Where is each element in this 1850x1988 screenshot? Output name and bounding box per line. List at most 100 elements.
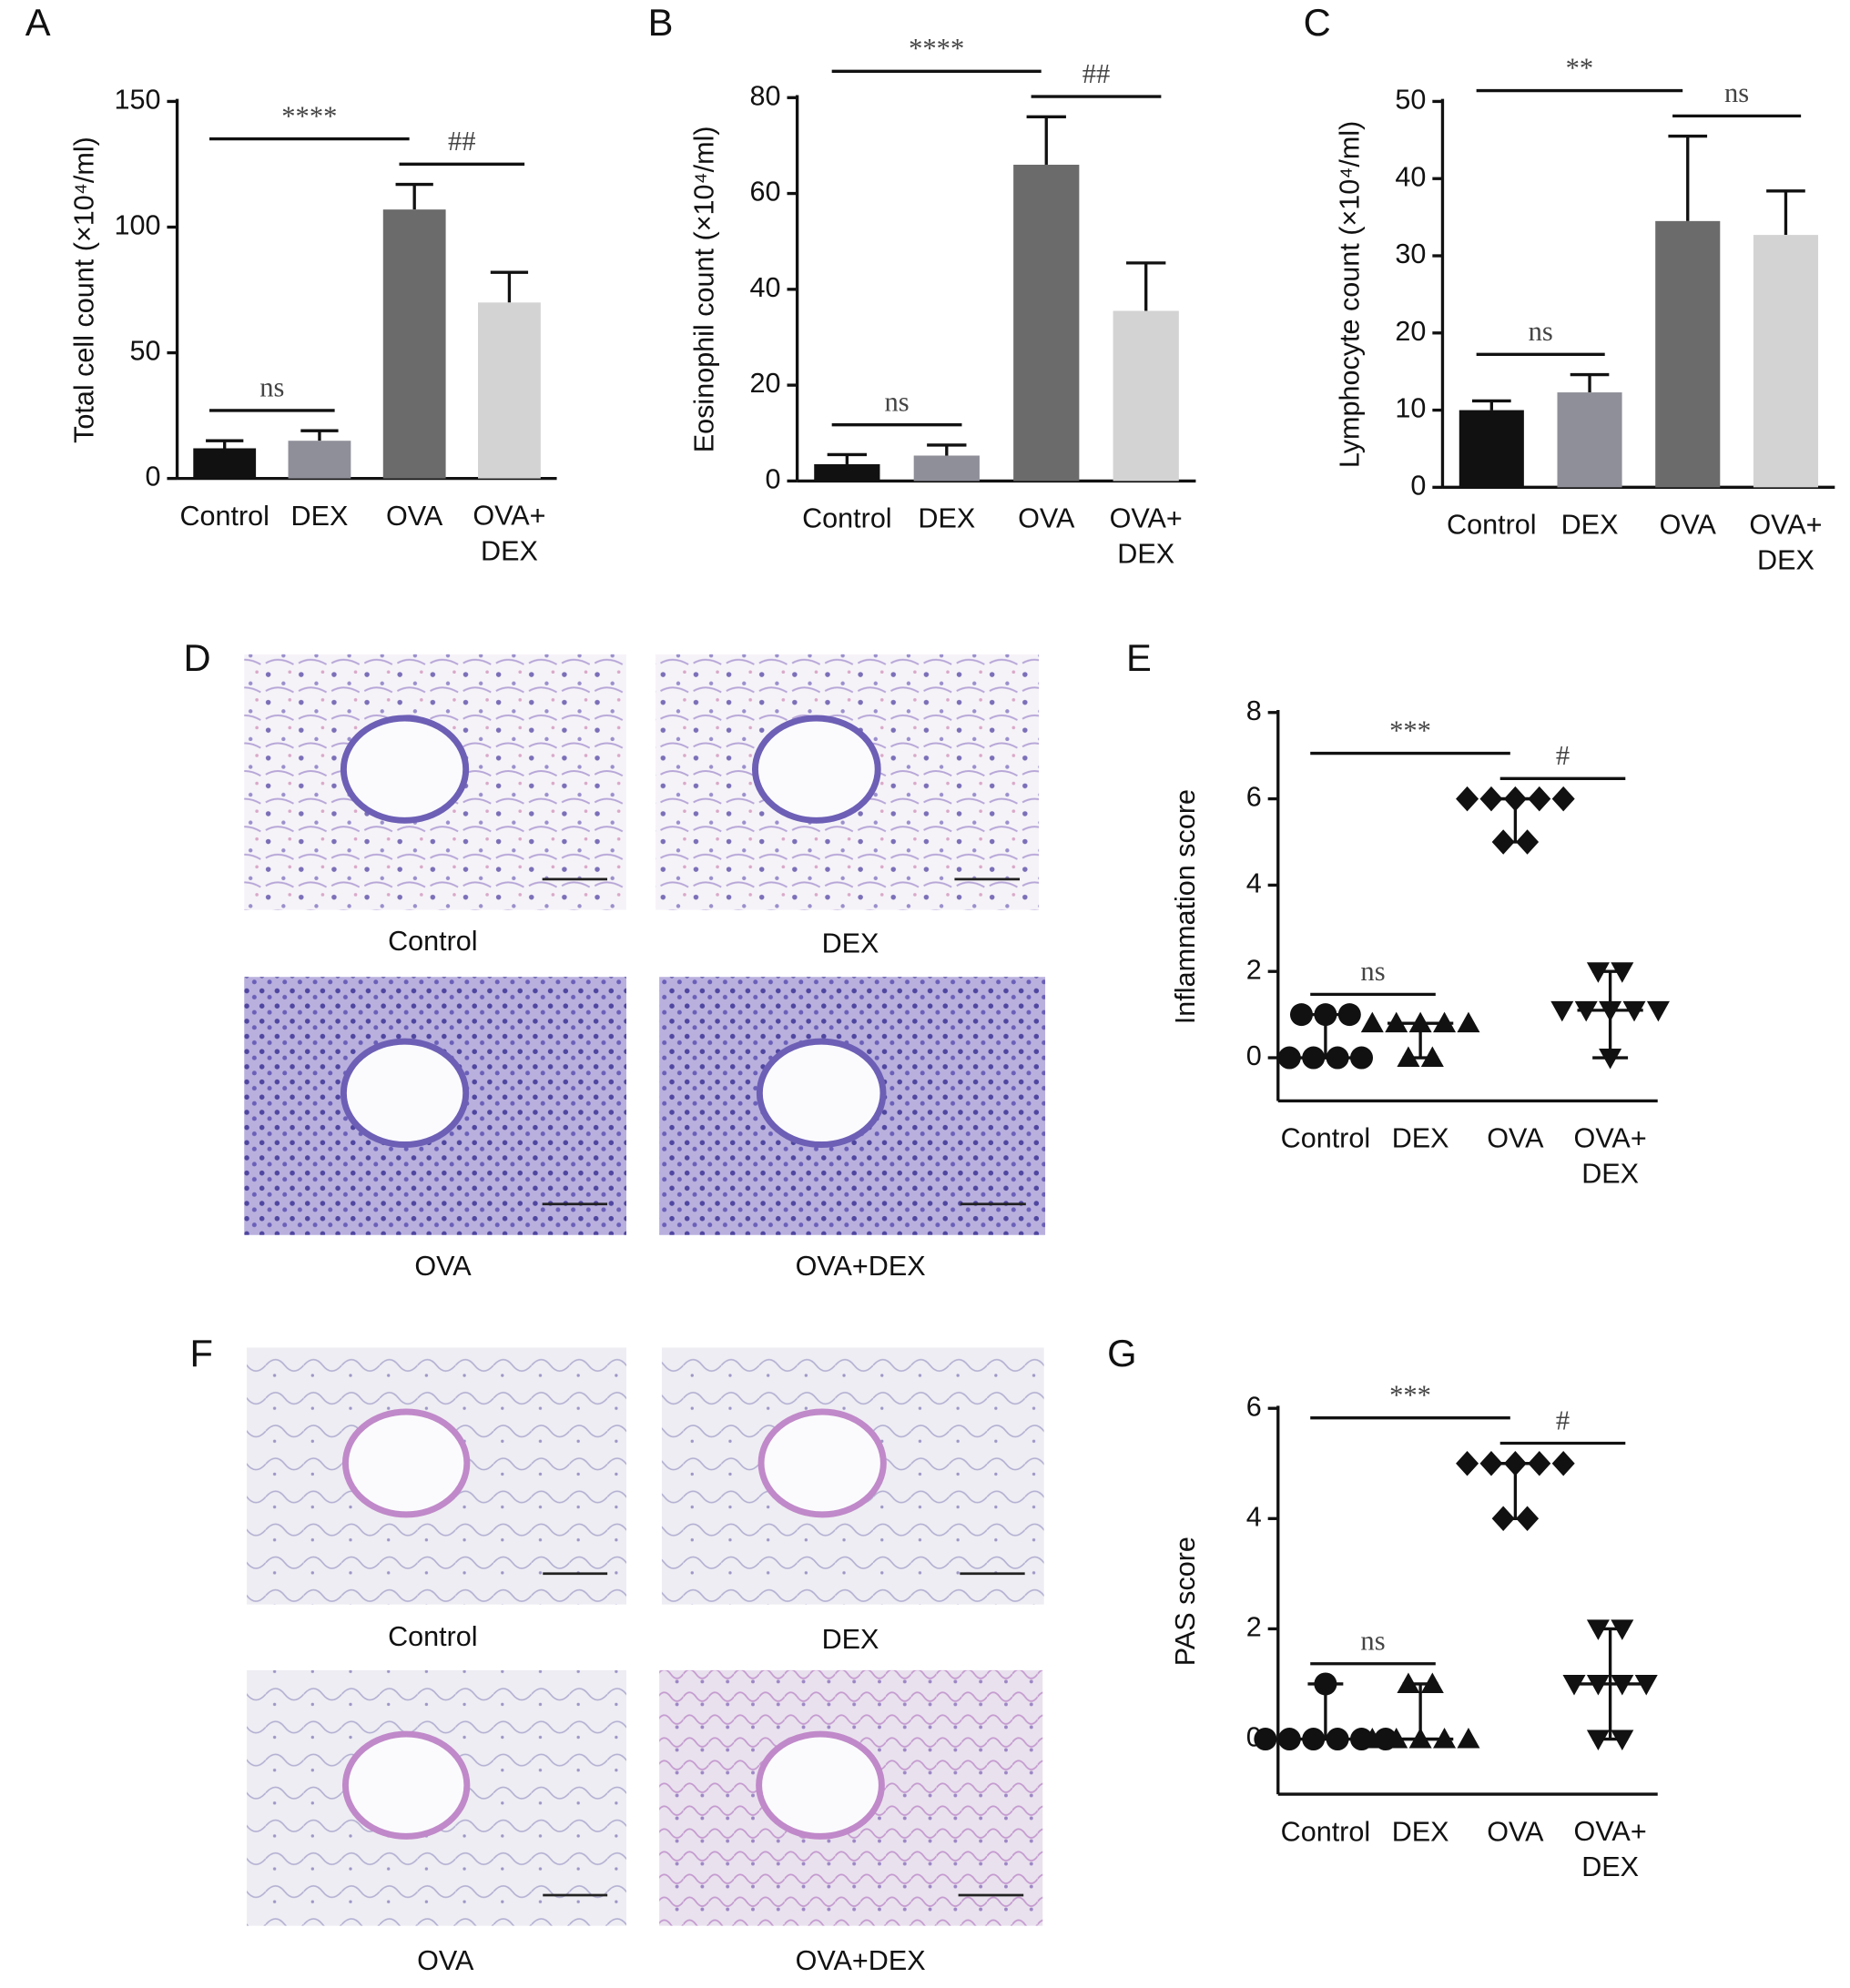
dot [1611,962,1634,983]
dot [1337,1003,1361,1027]
dot [1349,1046,1374,1070]
dot [1586,962,1610,983]
dot [1456,786,1479,812]
airway [340,715,470,824]
y-tick-label: 20 [1395,316,1426,347]
y-tick-label: 2 [1246,1611,1262,1642]
airway [341,1408,471,1518]
significance-label: # [1556,1405,1570,1435]
dot [1360,1011,1384,1033]
dot [1479,786,1503,812]
x-tick-label: OVA [1487,1123,1544,1154]
bar [1753,235,1819,488]
bar [1655,220,1721,488]
x-tick-label: Control [179,501,269,532]
image-caption: OVA+DEX [796,1945,926,1976]
dot [1491,1506,1515,1532]
y-tick-label: 30 [1395,238,1426,269]
significance-label: ## [1083,58,1111,89]
dot [1599,1000,1622,1022]
panel-letter: D [184,636,211,679]
x-tick-label: DEX [1561,510,1619,541]
dot [1611,1674,1634,1696]
dot [1551,786,1575,812]
chart: E Inflammation score 0 2 4 6 8 Control DEX OVA OVA… [1126,636,1658,1190]
dot [1646,1000,1670,1022]
bar [288,441,351,479]
y-tick-label: 20 [750,368,781,399]
x-tick-label: Control [1281,1816,1371,1847]
significance-label: **** [909,33,964,64]
y-tick-label: 4 [1246,867,1262,898]
dot [1254,1728,1277,1751]
dot [1516,1506,1540,1532]
significance-label: *** [1389,715,1431,746]
y-tick-label: 2 [1246,954,1262,985]
dot [1397,1672,1420,1693]
bar [814,463,880,482]
dot [1611,1729,1634,1751]
chart: B Eosinophil count (×10⁴/ml) 0 20 40 60 80 Cont… [648,1,1196,569]
dot [1314,1672,1337,1696]
y-tick-label: 40 [750,272,781,303]
image-panel: F Control DEX OVA OVA+DEX [189,1332,1044,1976]
dot [1586,1619,1610,1640]
significance-label: ns [1360,1626,1385,1657]
panel-letter: B [648,1,674,44]
x-tick-label: Control [802,503,892,534]
dot [1528,786,1551,812]
x-tick-label: OVA+ DEX [1749,510,1822,576]
y-tick-label: 50 [1395,85,1426,116]
image-panel: D Control DEX OVA OVA+DEX [184,636,1046,1282]
significance-label: ns [259,372,284,403]
x-tick-label: OVA+ DEX [473,501,545,567]
dot [1516,829,1540,855]
dot [1479,1450,1503,1476]
image-caption: OVA [417,1945,474,1976]
y-tick-label: 8 [1246,695,1262,726]
image-caption: DEX [822,1624,879,1655]
dot [1586,1729,1610,1751]
dot [1503,1450,1527,1476]
y-tick-label: 0 [1410,470,1426,501]
panel-letter: G [1107,1332,1136,1374]
bar [1113,310,1179,482]
y-tick-label: 40 [1395,161,1426,192]
significance-label: ns [884,386,909,417]
y-axis-label: Eosinophil count (×10⁴/ml) [689,126,720,452]
x-tick-label: OVA+ DEX [1574,1123,1647,1190]
panel-letter: C [1304,1,1331,44]
dot [1302,1046,1326,1070]
significance-label: ** [1566,52,1594,83]
y-tick-label: 150 [115,85,161,116]
dot [1457,1728,1480,1749]
dot [1397,1046,1420,1068]
bar [913,455,980,482]
dot [1634,1674,1658,1696]
dot [1314,1003,1337,1027]
image-caption: OVA [414,1251,472,1282]
x-tick-label: DEX [918,503,975,534]
x-tick-label: DEX [1392,1816,1449,1847]
dot [1277,1046,1301,1070]
significance-label: *** [1389,1379,1431,1410]
significance-label: ns [1360,956,1385,987]
x-tick-label: Control [1281,1123,1371,1154]
dot [1420,1672,1444,1693]
significance-label: # [1556,740,1570,771]
airway [756,1730,885,1840]
airway [340,1038,470,1149]
airway [751,715,881,824]
dot [1433,1728,1457,1749]
x-tick-label: OVA [1018,503,1075,534]
y-tick-label: 0 [146,462,161,492]
x-tick-label: OVA [386,501,443,532]
chart: A Total cell count (×10⁴/ml) 0 50 100 150 Cont… [25,1,557,567]
dot [1385,1011,1408,1033]
y-tick-label: 0 [766,463,781,494]
dot [1457,1011,1480,1033]
y-axis-label: Lymphocyte count (×10⁴/ml) [1334,121,1365,468]
y-tick-label: 6 [1246,1391,1262,1422]
